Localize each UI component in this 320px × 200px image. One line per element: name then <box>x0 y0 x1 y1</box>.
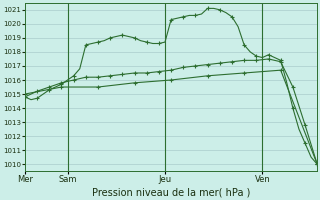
X-axis label: Pression niveau de la mer( hPa ): Pression niveau de la mer( hPa ) <box>92 187 250 197</box>
